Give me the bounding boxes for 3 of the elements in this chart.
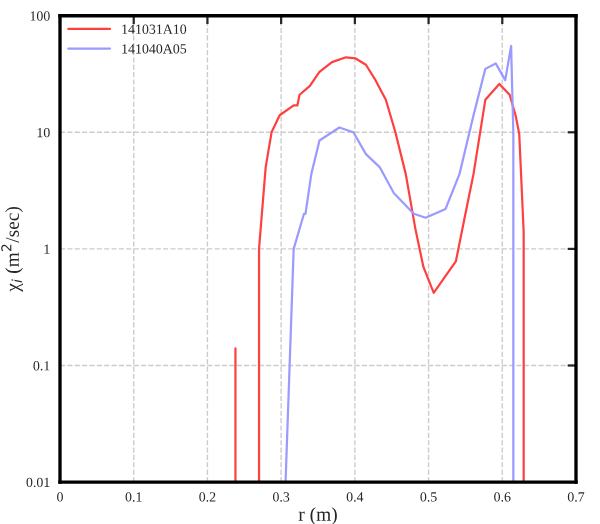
y-axis-title: χ$_{i}$ (m$^{2}$/sec) [1,206,23,292]
x-axis-title: r (m) [298,507,337,524]
line-series [284,44,515,483]
